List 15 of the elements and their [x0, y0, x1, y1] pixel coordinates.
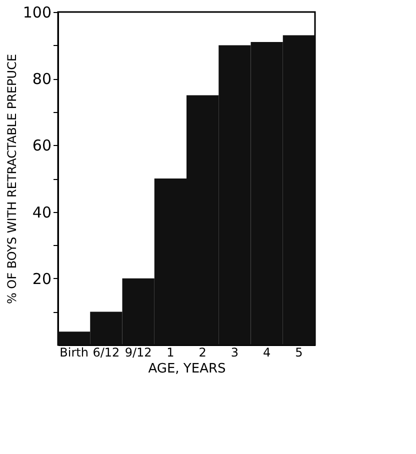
x-tick-label: Birth	[60, 346, 88, 360]
y-tick-label: 40	[32, 203, 52, 222]
x-tick-label: 4	[262, 346, 271, 360]
x-tick-label: 6/12	[92, 346, 120, 360]
y-axis-title: % OF BOYS WITH RETRACTABLE PREPUCE	[4, 54, 19, 304]
x-axis-title: AGE, YEARS	[148, 362, 226, 376]
y-tick-label: 60	[32, 136, 52, 155]
y-tick-label: 80	[32, 70, 52, 88]
y-tick-label: 20	[32, 270, 52, 288]
y-tick-label: 100	[22, 4, 52, 22]
x-tick-label: 5	[295, 346, 303, 360]
x-tick-label: 9/12	[124, 346, 152, 360]
x-tick-label: 2	[198, 346, 206, 360]
x-tick-label: 1	[166, 346, 174, 360]
x-tick-label: 3	[230, 346, 239, 360]
